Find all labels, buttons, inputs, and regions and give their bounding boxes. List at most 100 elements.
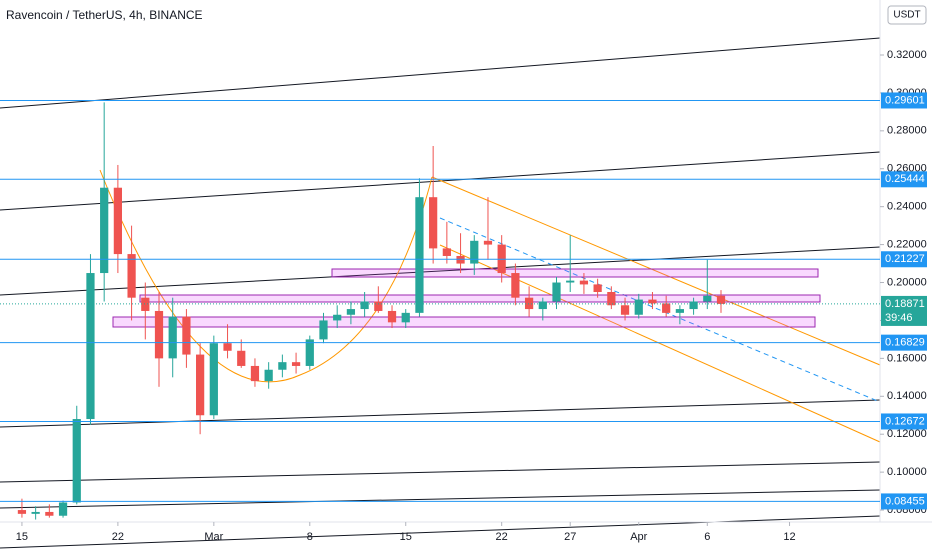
candle-body	[237, 350, 246, 366]
candle-body	[291, 362, 301, 366]
last-price-box	[881, 295, 927, 326]
candle-body	[72, 419, 81, 503]
candle-body	[305, 339, 314, 366]
trend-line	[0, 151, 881, 211]
candle-body	[675, 309, 684, 313]
candle-body	[100, 187, 109, 274]
currency-box[interactable]	[887, 5, 927, 25]
candle-body	[648, 299, 657, 304]
candle-body	[387, 310, 397, 323]
candle-body	[264, 369, 273, 382]
candle-body	[182, 316, 191, 355]
price-level-label: 0.12672	[885, 415, 925, 427]
candle-body	[45, 511, 54, 516]
y-tick-label: 0.22000	[887, 239, 927, 251]
candle-body	[319, 320, 328, 340]
y-tick-label: 0.14000	[887, 390, 927, 402]
chart-title: Ravencoin / TetherUS, 4h, BINANCE	[6, 8, 203, 22]
candle-body	[86, 273, 95, 420]
candle-body	[716, 295, 726, 304]
price-level-box	[881, 171, 927, 188]
candle-body	[634, 299, 643, 315]
trend-line	[0, 515, 881, 549]
price-level-box	[881, 413, 927, 430]
trend-line	[0, 37, 881, 109]
candle-body	[278, 362, 287, 370]
price-level-box	[881, 334, 927, 351]
currency: USDT	[893, 10, 920, 21]
candle-body	[593, 284, 602, 293]
price-level-label: 0.25444	[885, 173, 925, 185]
price-level-box	[881, 493, 927, 510]
last-price-label: 0.18871	[885, 298, 925, 310]
x-tick-label: 8	[307, 531, 313, 543]
candle-body	[127, 254, 136, 298]
curve	[99, 169, 433, 383]
candle-body	[374, 301, 383, 311]
candle-body	[415, 197, 424, 313]
zone	[139, 294, 821, 303]
price-level-label: 0.29601	[885, 94, 925, 106]
x-tick-label: Mar	[204, 531, 223, 543]
candle-body	[31, 511, 40, 514]
x-tick-label: 15	[16, 531, 28, 543]
price-level-box	[881, 92, 927, 109]
candle-body	[620, 305, 630, 315]
candle-body	[456, 255, 465, 264]
candle-body	[196, 354, 205, 416]
trend-line	[0, 489, 881, 509]
candle-body	[250, 365, 260, 382]
trend-line	[0, 461, 881, 483]
candle-body	[113, 187, 122, 255]
candle-body	[17, 510, 27, 514]
channel-mid	[439, 217, 881, 403]
candle-body	[168, 316, 177, 359]
candle-body	[333, 314, 342, 321]
candle-body	[429, 197, 438, 249]
y-tick-label: 0.20000	[887, 276, 927, 288]
x-tick-label: 22	[496, 531, 508, 543]
candle-body	[223, 343, 232, 351]
price-level-label: 0.21227	[885, 253, 925, 265]
x-tick-label: 22	[112, 531, 124, 543]
candle-body	[566, 280, 575, 283]
price-level-label: 0.16829	[885, 337, 925, 349]
candle-body	[209, 343, 218, 416]
channel-line	[431, 176, 881, 366]
price-level-box	[881, 251, 927, 268]
x-tick-label: 6	[704, 531, 710, 543]
x-tick-label: 12	[783, 531, 795, 543]
countdown: 39:46	[885, 312, 913, 324]
candle-body	[607, 292, 616, 306]
candle-body	[483, 240, 493, 245]
price-level-label: 0.08455	[885, 495, 925, 507]
y-tick-label: 0.12000	[887, 428, 927, 440]
trend-line	[0, 246, 881, 296]
candle-body	[360, 301, 369, 310]
candle-body	[442, 248, 451, 256]
x-tick-label: 15	[400, 531, 412, 543]
candle-body	[470, 240, 479, 264]
x-tick-label: Apr	[630, 531, 647, 543]
y-tick-label: 0.10000	[887, 466, 927, 478]
candle-body	[511, 273, 520, 298]
candle-body	[401, 312, 410, 323]
x-tick-label: 27	[564, 531, 576, 543]
candle-body	[346, 309, 356, 315]
y-tick-label: 0.08000	[887, 504, 927, 516]
candle-body	[154, 310, 164, 359]
y-tick-label: 0.16000	[887, 352, 927, 364]
trend-line	[0, 399, 881, 428]
zone	[112, 316, 816, 328]
y-tick-label: 0.28000	[887, 125, 927, 137]
candle-body	[703, 295, 712, 302]
candle-body	[662, 303, 671, 313]
candle-body	[141, 297, 150, 311]
candle-body	[538, 301, 547, 310]
candle-body	[552, 282, 561, 302]
candle-body	[689, 301, 698, 310]
zone	[331, 268, 819, 278]
